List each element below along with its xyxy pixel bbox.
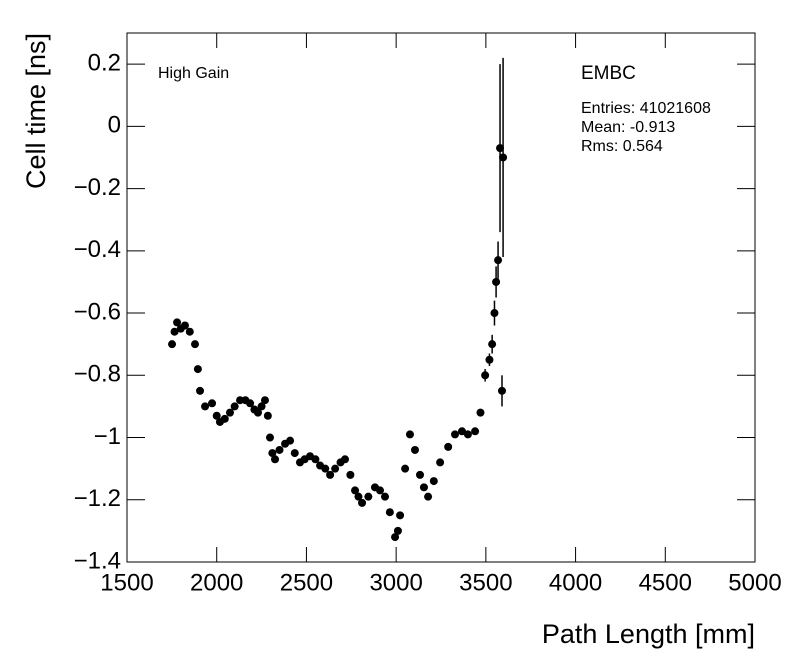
data-point (196, 386, 205, 395)
y-tick-label: −0.6 (74, 298, 121, 325)
data-point (311, 455, 320, 464)
data-point (173, 318, 182, 327)
data-point (354, 492, 363, 501)
y-tick-label: −1 (94, 423, 121, 450)
data-point (286, 436, 295, 445)
data-point (180, 321, 189, 330)
data-point (381, 492, 390, 501)
data-point (471, 427, 480, 436)
x-tick-label: 2500 (280, 569, 333, 596)
data-point (266, 433, 275, 442)
x-tick-label: 2000 (190, 569, 243, 596)
data-point (494, 256, 503, 265)
data-point (351, 486, 360, 495)
annotation: High Gain (158, 65, 229, 82)
x-tick-label: 3500 (459, 569, 512, 596)
data-point (436, 458, 445, 467)
data-point (419, 483, 428, 492)
data-point (321, 464, 330, 473)
data-point (331, 464, 340, 473)
y-tick-label: −0.8 (74, 361, 121, 388)
data-point (220, 414, 229, 423)
data-point (257, 402, 266, 411)
y-tick-label: −1.4 (74, 547, 121, 574)
data-point (185, 327, 194, 336)
data-point (457, 427, 466, 436)
data-point (391, 533, 400, 542)
x-tick-label: 5000 (728, 569, 781, 596)
x-axis-title: Path Length [mm] (542, 619, 755, 649)
annotation: Entries: 41021608 (581, 100, 711, 117)
data-point (401, 464, 410, 473)
data-point (490, 309, 499, 318)
plot-frame (126, 32, 756, 563)
data-point (358, 498, 367, 507)
data-point (268, 449, 277, 458)
data-point (375, 486, 384, 495)
data-point (488, 340, 497, 349)
data-point (225, 408, 234, 417)
data-point (191, 340, 200, 349)
data-point (498, 386, 507, 395)
data-point (485, 355, 494, 364)
y-axis-title: Cell time [ns] (21, 33, 51, 189)
y-tick-label: −0.4 (74, 236, 121, 263)
annotation: Rms: 0.564 (581, 138, 663, 155)
data-point (260, 396, 269, 405)
data-point (364, 492, 373, 501)
data-point (212, 411, 221, 420)
data-point (246, 399, 255, 408)
data-point (463, 430, 472, 439)
data-point (275, 445, 284, 454)
data-point (481, 371, 490, 380)
data-point (326, 470, 335, 479)
data-point (416, 470, 425, 479)
data-point (290, 449, 299, 458)
y-tick-label: 0.2 (88, 49, 121, 76)
data-point (168, 340, 177, 349)
data-point (444, 442, 453, 451)
data-point (496, 144, 505, 153)
data-point (429, 477, 438, 486)
x-tick-label: 3000 (369, 569, 422, 596)
data-point (271, 455, 280, 464)
x-tick-label: 1500 (100, 569, 153, 596)
data-point (253, 408, 262, 417)
data-point (201, 402, 210, 411)
data-point (424, 492, 433, 501)
data-point (396, 511, 405, 520)
y-tick-label: 0 (108, 112, 121, 139)
data-point (170, 327, 179, 336)
y-tick-label: −1.2 (74, 485, 121, 512)
annotation: Mean: -0.913 (581, 119, 675, 136)
data-point (450, 430, 459, 439)
x-tick-label: 4500 (639, 569, 692, 596)
data-point (208, 399, 217, 408)
data-point (476, 408, 485, 417)
data-point (263, 411, 272, 420)
x-tick-label: 4000 (549, 569, 602, 596)
data-point (405, 430, 414, 439)
data-point (230, 402, 239, 411)
annotation: EMBC (581, 63, 636, 84)
data-point (193, 365, 202, 374)
data-point (341, 455, 350, 464)
data-point (393, 526, 402, 535)
data-point (346, 470, 355, 479)
data-point (410, 445, 419, 454)
data-point (492, 277, 501, 286)
data-point (499, 153, 508, 162)
y-tick-label: −0.2 (74, 174, 121, 201)
data-point (385, 508, 394, 517)
